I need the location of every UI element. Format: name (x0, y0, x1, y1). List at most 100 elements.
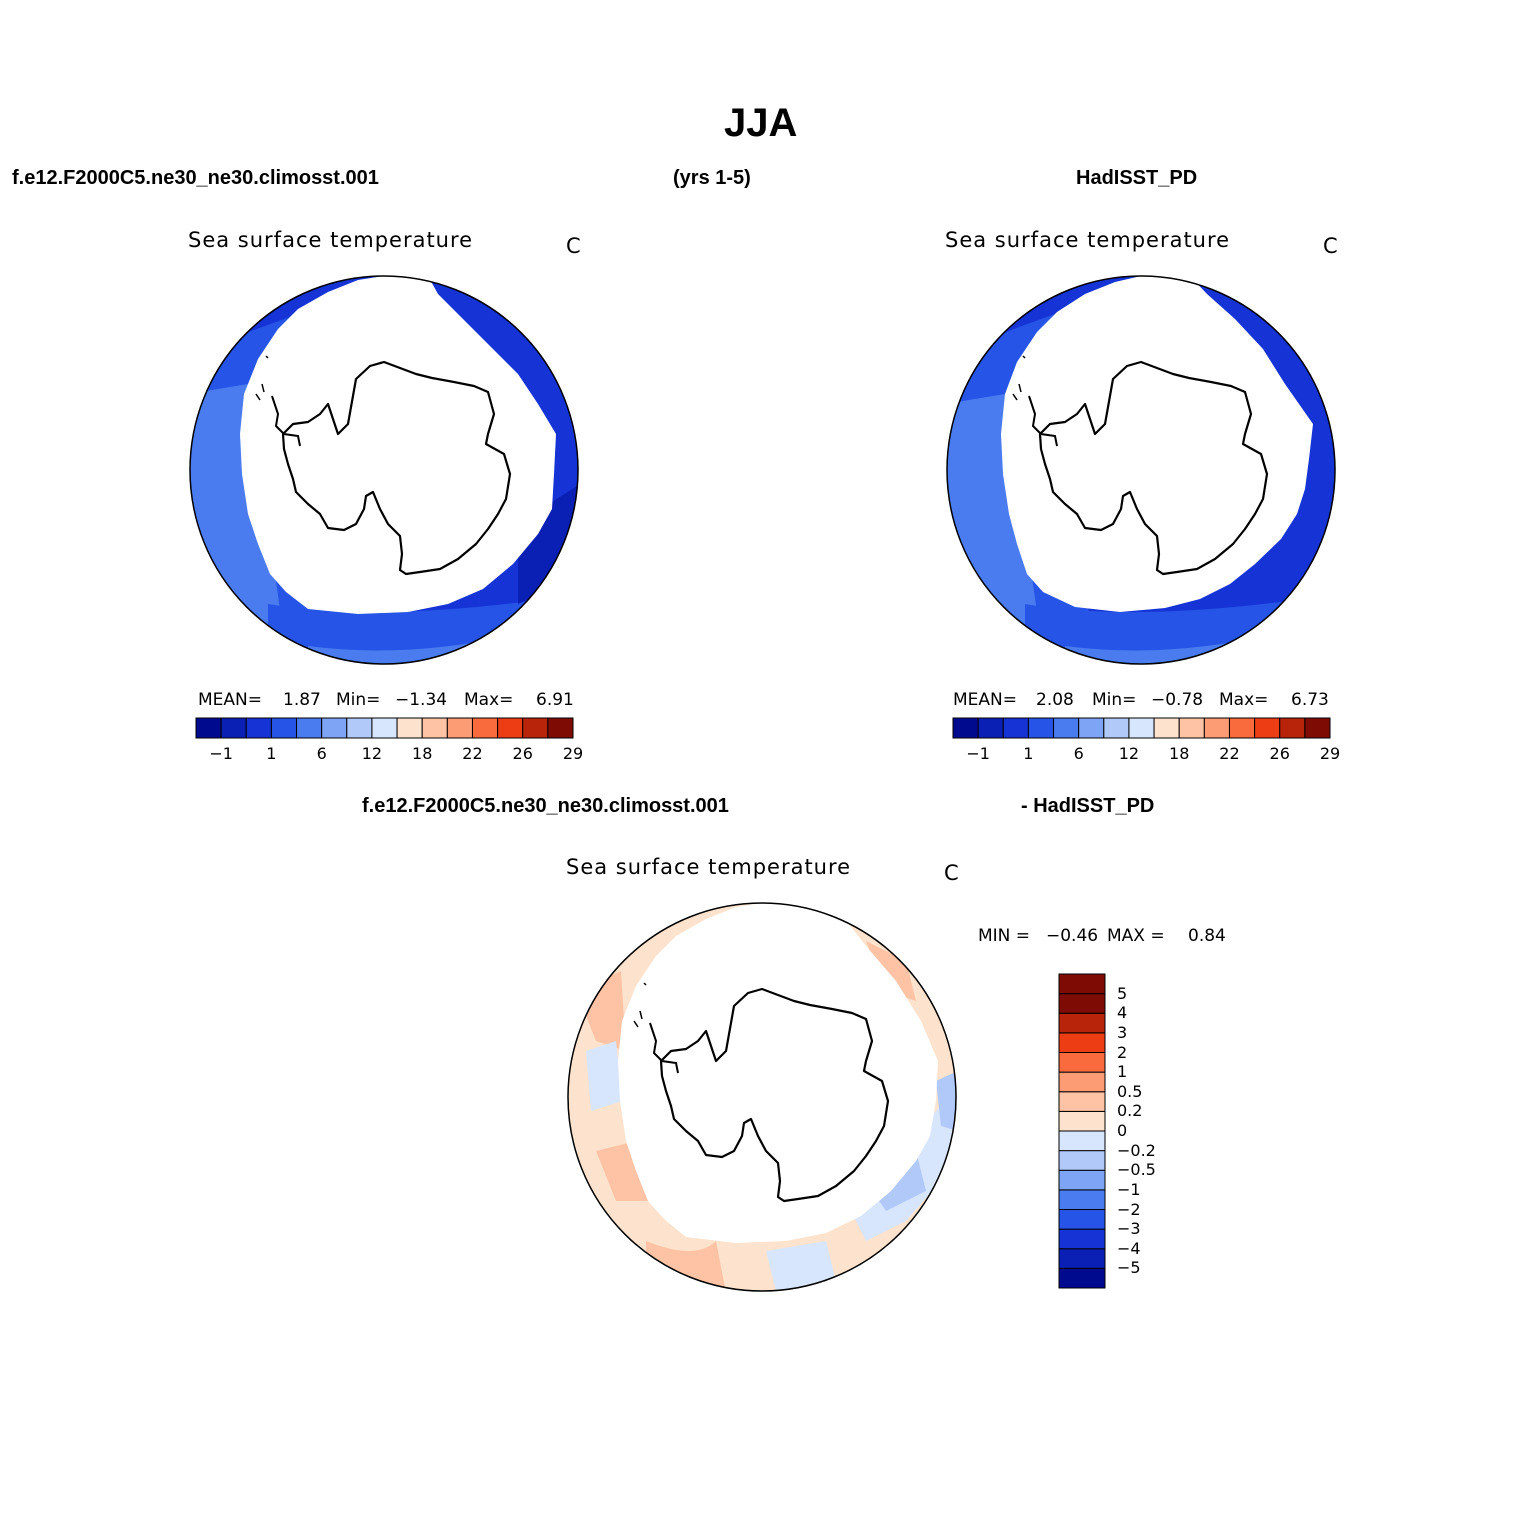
left-mean-label: MEAN= (198, 690, 262, 710)
right-case-header: HadISST_PD (1076, 167, 1198, 189)
colorbar-swatch (1058, 1130, 1106, 1152)
colorbar-swatch (195, 717, 222, 739)
colorbar-swatch (952, 717, 979, 739)
colorbar-tick-label: 3 (1117, 1022, 1128, 1042)
diff-min-label: MIN = (978, 926, 1031, 946)
colorbar-swatch (1002, 717, 1029, 739)
colorbar-swatch (296, 717, 323, 739)
colorbar-tick-label: 29 (562, 744, 584, 763)
colorbar-tick-label: 22 (1219, 744, 1240, 763)
colorbar-tick-label: −1 (966, 744, 990, 763)
sea-ice-mask-icon (240, 276, 556, 614)
left-mean-value: 1.87 (283, 690, 321, 710)
colorbar-tick-label: 26 (1269, 744, 1290, 763)
colorbar-swatch (1103, 717, 1130, 739)
colorbar-tick-label: 0.5 (1117, 1081, 1143, 1101)
colorbar-swatch (1053, 717, 1080, 739)
diff-panel-units: C (944, 861, 959, 885)
colorbar-swatch (421, 717, 448, 739)
colorbar-swatch (371, 717, 398, 739)
colorbar-tick-label: 0.2 (1117, 1101, 1143, 1121)
colorbar-swatch (1058, 1032, 1106, 1053)
colorbar-swatch (1279, 717, 1306, 739)
colorbar-tick-label: 4 (1117, 1003, 1128, 1023)
diff-case-header: f.e12.F2000C5.ne30_ne30.climosst.001 (362, 795, 729, 817)
colorbar-swatch (1128, 717, 1155, 739)
colorbar-tick-label: 5 (1117, 983, 1128, 1003)
colorbar-swatch (1058, 1071, 1106, 1093)
colorbar-swatch (1228, 717, 1256, 739)
colorbar-swatch (1058, 1248, 1106, 1269)
right-max-value: 6.73 (1291, 690, 1329, 710)
colorbar-swatch (396, 717, 423, 739)
colorbar-swatch (522, 717, 549, 739)
colorbar-tick-label: −3 (1117, 1219, 1141, 1239)
figure-title: JJA (724, 101, 798, 145)
colorbar-swatch (471, 717, 499, 739)
right-min-value: −0.78 (1151, 690, 1204, 710)
colorbar-swatch (1178, 717, 1205, 739)
colorbar-tick-label: 1 (266, 744, 277, 763)
colorbar-swatch (270, 717, 298, 739)
sea-ice-mask-icon (618, 903, 938, 1243)
colorbar-swatch (497, 717, 524, 739)
left-max-label: Max= (464, 690, 514, 710)
diff-max-label: MAX = (1107, 926, 1165, 946)
diff-max-value: 0.84 (1188, 926, 1226, 946)
colorbar-swatch (1058, 973, 1106, 995)
colorbar-tick-label: −4 (1117, 1238, 1141, 1258)
left-sst-map (189, 275, 579, 665)
right-mean-label: MEAN= (953, 690, 1017, 710)
colorbar-swatch (1058, 1110, 1106, 1132)
right-panel-title: Sea surface temperature (945, 228, 1231, 252)
colorbar-swatch (1304, 717, 1331, 739)
colorbar-tick-label: 29 (1319, 744, 1341, 763)
left-panel-units: C (566, 234, 581, 258)
antarctica-coastline-icon (1038, 360, 1269, 576)
colorbar-swatch (245, 717, 272, 739)
colorbar-tick-label: −1 (1117, 1179, 1141, 1199)
colorbar-swatch (446, 717, 473, 739)
colorbar-swatch (977, 717, 1004, 739)
right-colorbar (952, 717, 1331, 739)
colorbar-tick-label: 18 (1169, 744, 1190, 763)
left-max-value: 6.91 (536, 690, 574, 710)
colorbar-tick-label: −1 (209, 744, 233, 763)
right-sst-map (946, 275, 1336, 665)
antarctica-coastline-icon (659, 987, 890, 1203)
sea-ice-mask-icon (1001, 276, 1313, 612)
colorbar-tick-label: −5 (1117, 1258, 1141, 1278)
colorbar-tick-label: 18 (412, 744, 433, 763)
diff-colorbar (1058, 973, 1106, 1289)
left-case-header: f.e12.F2000C5.ne30_ne30.climosst.001 (12, 167, 379, 189)
colorbar-tick-label: 6 (1073, 744, 1084, 763)
colorbar-swatch (1027, 717, 1055, 739)
colorbar-swatch (1058, 1091, 1106, 1112)
colorbar-swatch (1058, 1169, 1106, 1191)
colorbar-tick-label: 6 (316, 744, 327, 763)
sst-diff-field (568, 903, 956, 1291)
colorbar-tick-label: −0.2 (1117, 1140, 1156, 1160)
colorbar-swatch (1203, 717, 1230, 739)
colorbar-tick-label: 12 (1118, 744, 1140, 763)
colorbar-swatch (1058, 1209, 1106, 1230)
left-min-value: −1.34 (395, 690, 448, 710)
colorbar-tick-label: 0 (1117, 1121, 1128, 1140)
colorbar-swatch (1058, 1012, 1106, 1034)
antarctica-coastline-icon (281, 360, 512, 576)
left-panel-title: Sea surface temperature (188, 228, 474, 252)
colorbar-swatch (346, 717, 373, 739)
right-panel-units: C (1323, 234, 1338, 258)
colorbar-swatch (1058, 1228, 1106, 1250)
right-mean-value: 2.08 (1036, 690, 1074, 710)
colorbar-swatch (547, 717, 574, 739)
colorbar-tick-label: 22 (462, 744, 483, 763)
colorbar-tick-label: −0.5 (1117, 1160, 1156, 1180)
diff-min-value: −0.46 (1046, 926, 1099, 946)
colorbar-tick-label: 26 (512, 744, 533, 763)
right-min-label: Min= (1092, 690, 1137, 710)
years-header: (yrs 1-5) (673, 167, 751, 189)
colorbar-swatch (321, 717, 348, 739)
colorbar-tick-label: 1 (1117, 1062, 1128, 1082)
colorbar-swatch (1058, 1150, 1106, 1171)
